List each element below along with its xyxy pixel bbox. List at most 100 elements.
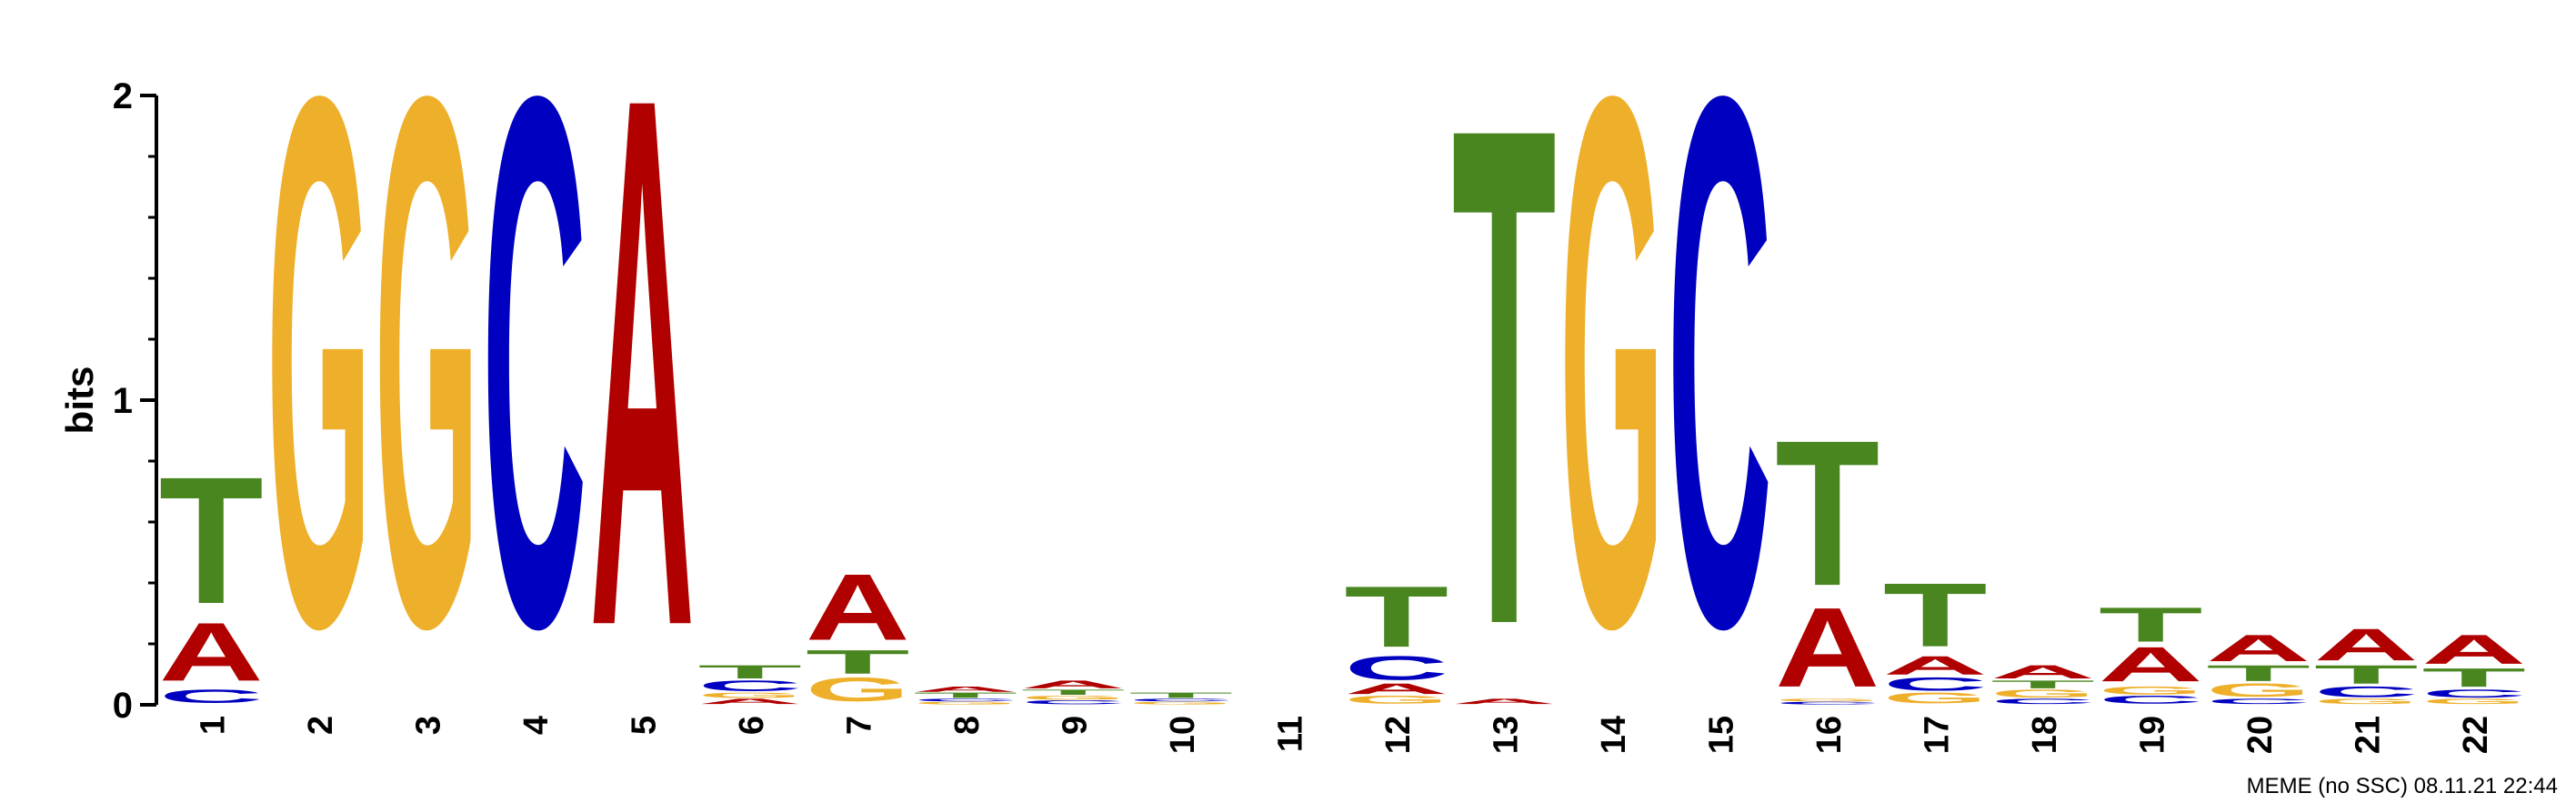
- position-label: 22: [2457, 716, 2495, 754]
- position-label: 18: [2026, 716, 2064, 754]
- logo-letter-G: G: [2206, 679, 2310, 700]
- logo-letter-C: C: [1344, 649, 1448, 688]
- logo-letter-A: A: [1344, 680, 1448, 697]
- logo-letter-C: C: [913, 698, 1017, 702]
- logo-letter-T: T: [913, 691, 1017, 699]
- logo-letter-A: A: [1883, 651, 1988, 681]
- logo-letter-G: G: [806, 670, 910, 708]
- y-axis: 0 1 2: [113, 76, 158, 726]
- logo-letter-A: A: [697, 698, 802, 706]
- stack-position-10: GCT: [1128, 691, 1233, 706]
- logo-letter-C: C: [159, 686, 264, 707]
- logo-letter-A: A: [2206, 627, 2310, 668]
- logo-letter-C: C: [1883, 674, 1988, 695]
- logo-letter-A: A: [1021, 678, 1126, 691]
- position-label: 2: [302, 716, 340, 735]
- logo-letter-A: A: [590, 0, 695, 784]
- logo-letter-A: A: [806, 555, 910, 660]
- y-tick-label: 1: [113, 381, 133, 421]
- logo-letter-G: G: [1883, 689, 1988, 706]
- position-label: 19: [2133, 716, 2171, 754]
- logo-letter-A: A: [159, 605, 264, 698]
- logo-letter-G: G: [2421, 698, 2526, 706]
- logo-letter-T: T: [2421, 663, 2526, 693]
- logo-letter-G: G: [1128, 701, 1233, 706]
- logo-letter-G: G: [266, 0, 371, 784]
- position-label: 15: [1702, 716, 1740, 754]
- stack-position-14: G: [1559, 0, 1664, 784]
- logo-letter-C: C: [2314, 684, 2419, 700]
- position-label: 1: [194, 716, 232, 735]
- stack-position-3: G: [375, 0, 479, 784]
- logo-letter-C: C: [482, 0, 586, 784]
- logo-letter-G: G: [1775, 698, 1879, 702]
- logo-letter-C: C: [2206, 698, 2310, 706]
- footer-text: MEME (no SSC) 08.11.21 22:44: [2247, 774, 2558, 798]
- logo-letter-T: T: [1775, 398, 1879, 629]
- position-label: 9: [1056, 716, 1094, 735]
- logo-letter-C: C: [1021, 699, 1126, 706]
- stack-position-4: C: [482, 0, 586, 784]
- logo-letter-G: G: [1559, 0, 1664, 784]
- stack-position-7: GTA: [806, 555, 910, 708]
- y-axis-label: bits: [58, 366, 101, 435]
- logo-letter-G: G: [1021, 695, 1126, 701]
- logo-letter-G: G: [2099, 684, 2203, 697]
- logo-letter-T: T: [1128, 691, 1233, 699]
- logo-letter-T: T: [2206, 660, 2310, 686]
- y-tick-label: 0: [113, 686, 133, 726]
- logo-letter-A: A: [2314, 619, 2419, 670]
- position-label: 8: [948, 716, 987, 735]
- logo-letter-C: C: [2099, 693, 2203, 706]
- position-label: 12: [1379, 716, 1418, 754]
- logo-letter-A: A: [2099, 637, 2203, 691]
- logo-letter-A: A: [1990, 661, 2095, 682]
- logo-letter-T: T: [2099, 597, 2203, 652]
- logo-letter-C: C: [1668, 0, 1772, 784]
- position-label: 14: [1595, 716, 1633, 754]
- position-label: 7: [840, 716, 878, 735]
- position-label: 21: [2349, 716, 2387, 754]
- position-label: 10: [1164, 716, 1202, 754]
- logo-letter-A: A: [1452, 698, 1557, 706]
- stack-position-2: G: [266, 0, 371, 784]
- logo-letter-G: G: [375, 0, 479, 784]
- position-label: 5: [625, 716, 663, 735]
- logo-letter-T: T: [697, 661, 802, 682]
- logo-letter-C: C: [1128, 698, 1233, 702]
- position-label: 11: [1271, 716, 1309, 752]
- position-label: 20: [2241, 716, 2280, 754]
- logo-letter-A: A: [1775, 585, 1879, 711]
- position-label: 4: [517, 716, 556, 735]
- position-label: 16: [1810, 716, 1849, 754]
- position-labels: 1 2 3 4 5 6 7 8 9 10 11 12 13 14 15 16 17 18 19 20 21 22: [194, 716, 2495, 754]
- logo-letter-G: G: [913, 701, 1017, 706]
- logo-letter-A: A: [2421, 627, 2526, 673]
- position-label: 6: [733, 716, 771, 735]
- stack-position-15: C: [1668, 0, 1772, 784]
- logo-letter-C: C: [697, 678, 802, 694]
- logo-letter-C: C: [1775, 701, 1879, 706]
- position-label: 13: [1487, 716, 1525, 754]
- logo-letter-C: C: [1990, 698, 2095, 706]
- logo-letter-C: C: [2421, 688, 2526, 700]
- logo-letter-G: G: [697, 691, 802, 699]
- logo-letter-T: T: [1021, 688, 1126, 697]
- position-label: 3: [409, 716, 447, 735]
- logo-letter-T: T: [806, 643, 910, 681]
- stack-position-5: A: [590, 0, 695, 784]
- logo-letter-T: T: [159, 439, 264, 642]
- y-tick-label: 2: [113, 76, 133, 116]
- stack-position-1: CAT: [159, 439, 264, 707]
